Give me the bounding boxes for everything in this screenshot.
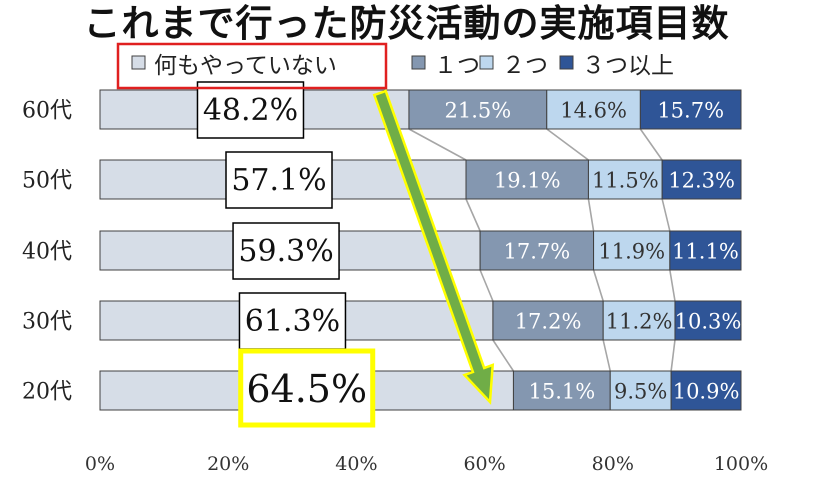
data-label: 57.1% (231, 163, 326, 198)
data-label: 14.6% (560, 99, 627, 123)
highlighted-value-callout (238, 348, 376, 428)
series-connector-line (639, 128, 663, 161)
series-connector-line (670, 339, 676, 372)
x-tick-label: 100% (714, 453, 768, 475)
data-label: 11.2% (606, 310, 673, 334)
series-connector-line (492, 339, 515, 372)
series-connector-line (479, 269, 494, 302)
data-label: 12.3% (668, 169, 735, 193)
value-callout (238, 292, 347, 350)
legend-label: ２つ (502, 53, 548, 79)
data-label: 15.1% (528, 380, 595, 404)
bar-segment (661, 159, 742, 200)
x-tick-label: 0% (85, 453, 115, 475)
bar-segment (408, 89, 548, 130)
category-label: 60代 (22, 99, 72, 124)
bar-segment (639, 89, 742, 130)
trend-arrow (372, 89, 495, 405)
category-label: 50代 (22, 169, 72, 194)
x-tick-label: 40% (335, 453, 377, 475)
legend-swatch (479, 55, 494, 70)
bar-segment (609, 370, 672, 411)
bar-segment (546, 89, 641, 130)
series-connector-line (546, 128, 589, 161)
bar-segment (674, 300, 742, 341)
data-label: 10.9% (673, 380, 740, 404)
legend-swatch (411, 55, 426, 70)
data-label: 21.5% (445, 99, 512, 123)
series-connector-line (465, 198, 481, 232)
value-callout (225, 151, 333, 209)
series-connector-line (661, 198, 671, 232)
bar-segment (602, 300, 676, 341)
data-label: 15.7% (657, 99, 724, 123)
data-label: 17.2% (515, 310, 582, 334)
data-label: 9.5% (614, 380, 667, 404)
bar-segment (670, 370, 742, 411)
bar-segment (479, 230, 595, 271)
bar-segment (512, 370, 611, 411)
legend-swatch (559, 55, 574, 70)
data-label: 61.3% (245, 304, 340, 339)
data-label: 19.1% (494, 169, 561, 193)
value-callout (232, 222, 340, 280)
x-tick-label: 80% (592, 453, 634, 475)
data-label: 11.1% (672, 240, 739, 264)
data-label: 64.5% (246, 367, 367, 411)
category-label: 40代 (22, 240, 72, 265)
chart-title: これまで行った防災活動の実施項目数 (83, 1, 730, 45)
data-label: 59.3% (238, 234, 333, 269)
data-label: 11.5% (592, 169, 659, 193)
data-label: 48.2% (203, 93, 298, 128)
series-connector-line (408, 128, 467, 161)
data-label: 10.3% (675, 310, 742, 334)
category-label: 30代 (22, 310, 72, 335)
bar-segment (492, 300, 604, 341)
legend-label: ３つ以上 (582, 53, 674, 79)
data-label: 11.9% (598, 240, 665, 264)
series-connector-line (602, 339, 612, 372)
bar-segment (669, 230, 742, 271)
legend-label: 何もやっていない (154, 53, 337, 79)
x-tick-label: 20% (207, 453, 249, 475)
value-callout (196, 81, 305, 139)
legend-highlight-box (116, 42, 388, 90)
data-label: 17.7% (503, 240, 570, 264)
category-label: 20代 (22, 380, 72, 405)
series-connector-line (587, 198, 595, 232)
x-tick-label: 60% (463, 453, 505, 475)
series-connector-line (669, 269, 676, 302)
series-connector-line (592, 269, 604, 302)
legend-swatch (131, 55, 146, 70)
legend-label: １つ (434, 53, 480, 79)
bar-segment (465, 159, 589, 200)
bar-segment (593, 230, 671, 271)
